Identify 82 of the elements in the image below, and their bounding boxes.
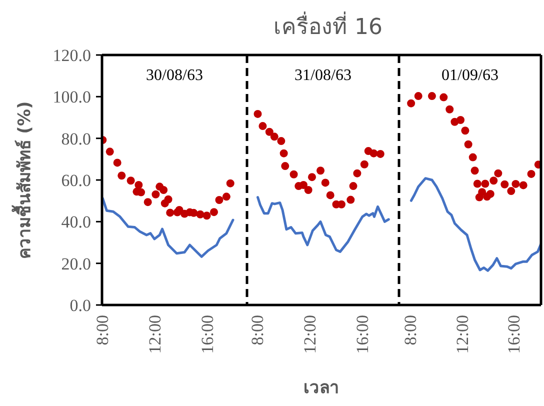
point [507,187,516,196]
x-tick-label: 8:00 [400,315,420,346]
point [440,93,448,102]
point [481,180,490,188]
point [215,196,224,204]
y-tick-label: 80.0 [61,129,91,148]
point [137,188,146,196]
point [226,179,234,188]
y-tick-label: 100.0 [52,88,91,107]
point [326,191,334,200]
point [106,148,114,156]
point [461,126,470,135]
point [222,192,230,201]
point [527,170,536,178]
point [346,196,355,204]
point [299,181,308,189]
point [270,132,278,141]
point [316,166,325,175]
line-series [102,197,234,258]
point [494,169,502,178]
point [210,208,218,216]
point [254,110,262,118]
point [478,188,486,196]
point [534,160,541,169]
x-tick-label: 16:00 [504,315,524,354]
point [486,190,494,198]
point [490,176,498,185]
x-tick-label: 16:00 [198,315,217,354]
point [446,105,454,114]
point [265,128,274,136]
point [164,195,172,204]
text: 01/09/63 [442,67,498,84]
y-tick-label: 120.0 [52,46,91,65]
point [456,116,465,124]
x-axis-title: เวลา [304,378,340,398]
point [304,186,312,194]
point [166,208,174,217]
y-tick-label: 0.0 [70,296,91,315]
point [321,178,330,187]
point [360,160,368,168]
point [280,149,288,158]
point [464,140,472,148]
chart-title: เครื่องที่ 16 [274,11,382,40]
point [196,210,204,218]
point [152,190,160,198]
point [258,122,267,130]
point [473,180,482,188]
point [202,212,211,220]
point [470,166,479,175]
point [160,186,168,194]
point [512,180,520,188]
point [428,92,436,100]
point [349,182,358,190]
x-tick-label: 12:00 [300,315,320,354]
y-tick-label: 60.0 [61,171,91,190]
y-axis-title: ความชื้นสัมพัทธ์ (%) [11,101,35,259]
point [414,92,422,100]
x-tick-label: 12:00 [452,315,472,354]
point [376,150,384,158]
x-tick-label: 8:00 [248,315,267,346]
point [519,181,528,190]
text: 30/08/63 [146,67,203,84]
point [126,176,135,185]
point [118,172,126,180]
point [144,198,152,206]
y-tick-label: 40.0 [61,212,91,232]
point [500,180,509,188]
x-tick-label: 8:00 [93,315,112,346]
point [290,170,298,178]
point [353,169,362,178]
point [468,153,477,162]
text: 31/08/63 [294,67,352,84]
point [281,162,290,170]
point [308,173,316,182]
point [370,149,378,158]
point [277,137,286,146]
point [134,181,143,189]
x-tick-label: 12:00 [145,315,164,354]
y-tick-label: 20.0 [61,254,91,274]
x-tick-label: 16:00 [352,315,372,354]
point [113,158,122,167]
point [407,99,416,108]
